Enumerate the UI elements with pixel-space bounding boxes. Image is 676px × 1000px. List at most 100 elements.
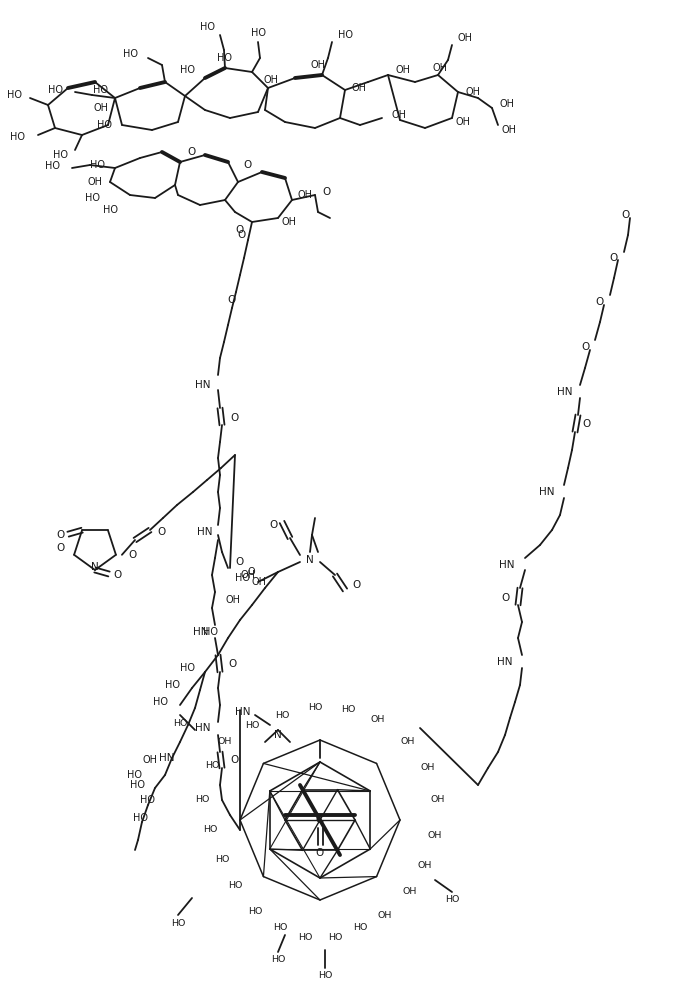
Text: HO: HO — [173, 718, 187, 728]
Text: OH: OH — [225, 595, 240, 605]
Text: HO: HO — [248, 908, 262, 916]
Text: O: O — [610, 253, 618, 263]
Text: OH: OH — [264, 75, 279, 85]
Text: O: O — [113, 570, 121, 580]
Text: HO: HO — [90, 160, 105, 170]
Text: OH: OH — [218, 738, 232, 746]
Text: O: O — [236, 225, 244, 235]
Text: OH: OH — [396, 65, 411, 75]
Text: O: O — [622, 210, 630, 220]
Text: O: O — [352, 580, 360, 590]
Text: HO: HO — [200, 22, 215, 32]
Text: HO: HO — [93, 85, 108, 95]
Text: HO: HO — [341, 706, 355, 714]
Text: HN: HN — [539, 487, 555, 497]
Text: OH: OH — [431, 796, 445, 804]
Text: HO: HO — [123, 49, 138, 59]
Text: O: O — [228, 295, 236, 305]
Text: OH: OH — [392, 110, 407, 120]
Text: O: O — [56, 530, 64, 540]
Text: OH: OH — [418, 860, 432, 869]
Text: OH: OH — [403, 888, 417, 896]
Text: HO: HO — [338, 30, 353, 40]
Text: HN: HN — [235, 707, 250, 717]
Text: HO: HO — [130, 780, 145, 790]
Text: OH: OH — [378, 910, 392, 920]
Text: HO: HO — [195, 796, 209, 804]
Text: O: O — [582, 419, 590, 429]
Text: OH: OH — [502, 125, 517, 135]
Text: HN: HN — [195, 723, 210, 733]
Text: HO: HO — [85, 193, 100, 203]
Text: HO: HO — [308, 704, 322, 712]
Text: OH: OH — [421, 764, 435, 772]
Text: HO: HO — [353, 924, 367, 932]
Text: OH: OH — [458, 33, 473, 43]
Text: O: O — [236, 557, 244, 567]
Text: O: O — [596, 297, 604, 307]
Text: OH: OH — [143, 755, 158, 765]
Text: OH: OH — [401, 738, 415, 746]
Text: OH: OH — [371, 716, 385, 724]
Text: O: O — [270, 520, 278, 530]
Text: N: N — [274, 730, 282, 740]
Text: OH: OH — [352, 83, 367, 93]
Text: O: O — [57, 543, 65, 553]
Text: HO: HO — [445, 896, 459, 904]
Text: HN: HN — [496, 657, 512, 667]
Text: HO: HO — [235, 573, 250, 583]
Text: HN: HN — [197, 527, 212, 537]
Text: OH: OH — [310, 60, 326, 70]
Text: HO: HO — [203, 627, 218, 637]
Text: O: O — [502, 593, 510, 603]
Text: HO: HO — [7, 90, 22, 100]
Text: N: N — [306, 555, 314, 565]
Text: HN: HN — [195, 380, 210, 390]
Text: HO: HO — [53, 150, 68, 160]
Text: HO: HO — [203, 826, 217, 834]
Text: HO: HO — [205, 760, 219, 770]
Text: HO: HO — [133, 813, 148, 823]
Text: HN: HN — [556, 387, 572, 397]
Text: HO: HO — [245, 720, 259, 730]
Text: C: C — [316, 815, 324, 825]
Text: O: O — [128, 550, 136, 560]
Text: HO: HO — [165, 680, 180, 690]
Text: HN: HN — [193, 627, 208, 637]
Text: HO: HO — [140, 795, 155, 805]
Text: O: O — [188, 147, 196, 157]
Text: HO: HO — [271, 956, 285, 964]
Text: HO: HO — [298, 934, 312, 942]
Text: HN: HN — [500, 560, 515, 570]
Text: O: O — [238, 230, 246, 240]
Text: OH: OH — [282, 217, 297, 227]
Text: OH: OH — [241, 570, 256, 580]
Text: HO: HO — [218, 53, 233, 63]
Text: OH: OH — [433, 63, 448, 73]
Text: OH: OH — [428, 830, 442, 840]
Text: O: O — [157, 527, 165, 537]
Text: OH: OH — [298, 190, 313, 200]
Text: HO: HO — [273, 924, 287, 932]
Text: HO: HO — [215, 856, 229, 864]
Text: HO: HO — [153, 697, 168, 707]
Text: HO: HO — [328, 934, 342, 942]
Text: OH: OH — [455, 117, 470, 127]
Text: HO: HO — [171, 918, 185, 928]
Text: HO: HO — [10, 132, 25, 142]
Text: O: O — [316, 848, 324, 858]
Text: O: O — [582, 342, 590, 352]
Text: OH: OH — [252, 577, 267, 587]
Text: HO: HO — [251, 28, 266, 38]
Text: HO: HO — [228, 880, 242, 890]
Text: O: O — [322, 187, 331, 197]
Text: HO: HO — [318, 972, 332, 980]
Text: OH: OH — [93, 103, 108, 113]
Text: O: O — [248, 567, 256, 577]
Text: O: O — [230, 413, 238, 423]
Text: OH: OH — [87, 177, 102, 187]
Text: OH: OH — [500, 99, 515, 109]
Text: OH: OH — [465, 87, 480, 97]
Text: HO: HO — [180, 65, 195, 75]
Text: HO: HO — [128, 770, 143, 780]
